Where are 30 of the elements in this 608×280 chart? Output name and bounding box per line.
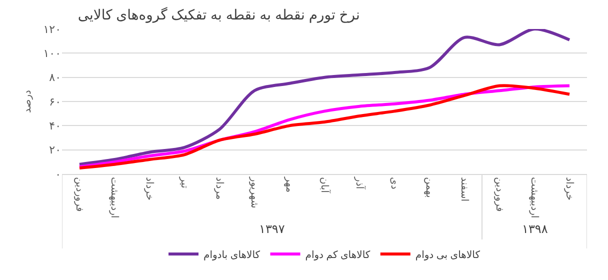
- y-tick-label: ۶۰: [49, 96, 61, 108]
- chart-title: نرخ تورم نقطه به نقطه به تفکیک گروه‌های کالایی: [78, 6, 360, 24]
- x-tick-label: اسفند: [458, 177, 470, 202]
- x-tick-label: مهر: [283, 176, 294, 192]
- x-tick-label: مرداد: [213, 177, 224, 200]
- y-tick-label: ۰: [55, 168, 61, 181]
- x-tick-label: خرداد: [143, 177, 154, 200]
- legend-label: کالاهای کم دوام: [305, 250, 370, 261]
- x-tick-label: شهریور: [248, 176, 260, 208]
- x-tick-label: اردیبهشت: [108, 177, 120, 218]
- text: ۱۳۹۷: [259, 222, 286, 236]
- y-tick-label: ۱۲۰: [43, 24, 61, 36]
- y-axis-title: درصد: [22, 90, 34, 114]
- x-tick-label: آذر: [353, 176, 366, 190]
- x-tick-label: فروردین: [73, 177, 84, 212]
- legend-label: کالاهای بی دوام: [415, 250, 480, 261]
- y-tick-label: ۸۰: [49, 72, 61, 84]
- x-tick-label: فروردین: [493, 177, 504, 212]
- x-tick-label: خرداد: [563, 177, 574, 200]
- legend-label: کالاهای بادوام: [204, 250, 260, 261]
- y-tick-label: ۲۰: [49, 144, 61, 157]
- y-tick-label: ۴۰: [49, 120, 61, 133]
- x-tick-label: دی: [388, 177, 400, 190]
- x-tick-label: تیر: [178, 176, 190, 189]
- y-tick-label: ۱۰۰: [43, 48, 61, 60]
- x-tick-label: اردیبهشت: [528, 177, 540, 218]
- x-tick-label: بهمن: [423, 177, 434, 198]
- x-tick-label: آبان: [318, 177, 332, 194]
- text: ۱۳۹۸: [522, 222, 548, 236]
- line-series: [78, 29, 571, 166]
